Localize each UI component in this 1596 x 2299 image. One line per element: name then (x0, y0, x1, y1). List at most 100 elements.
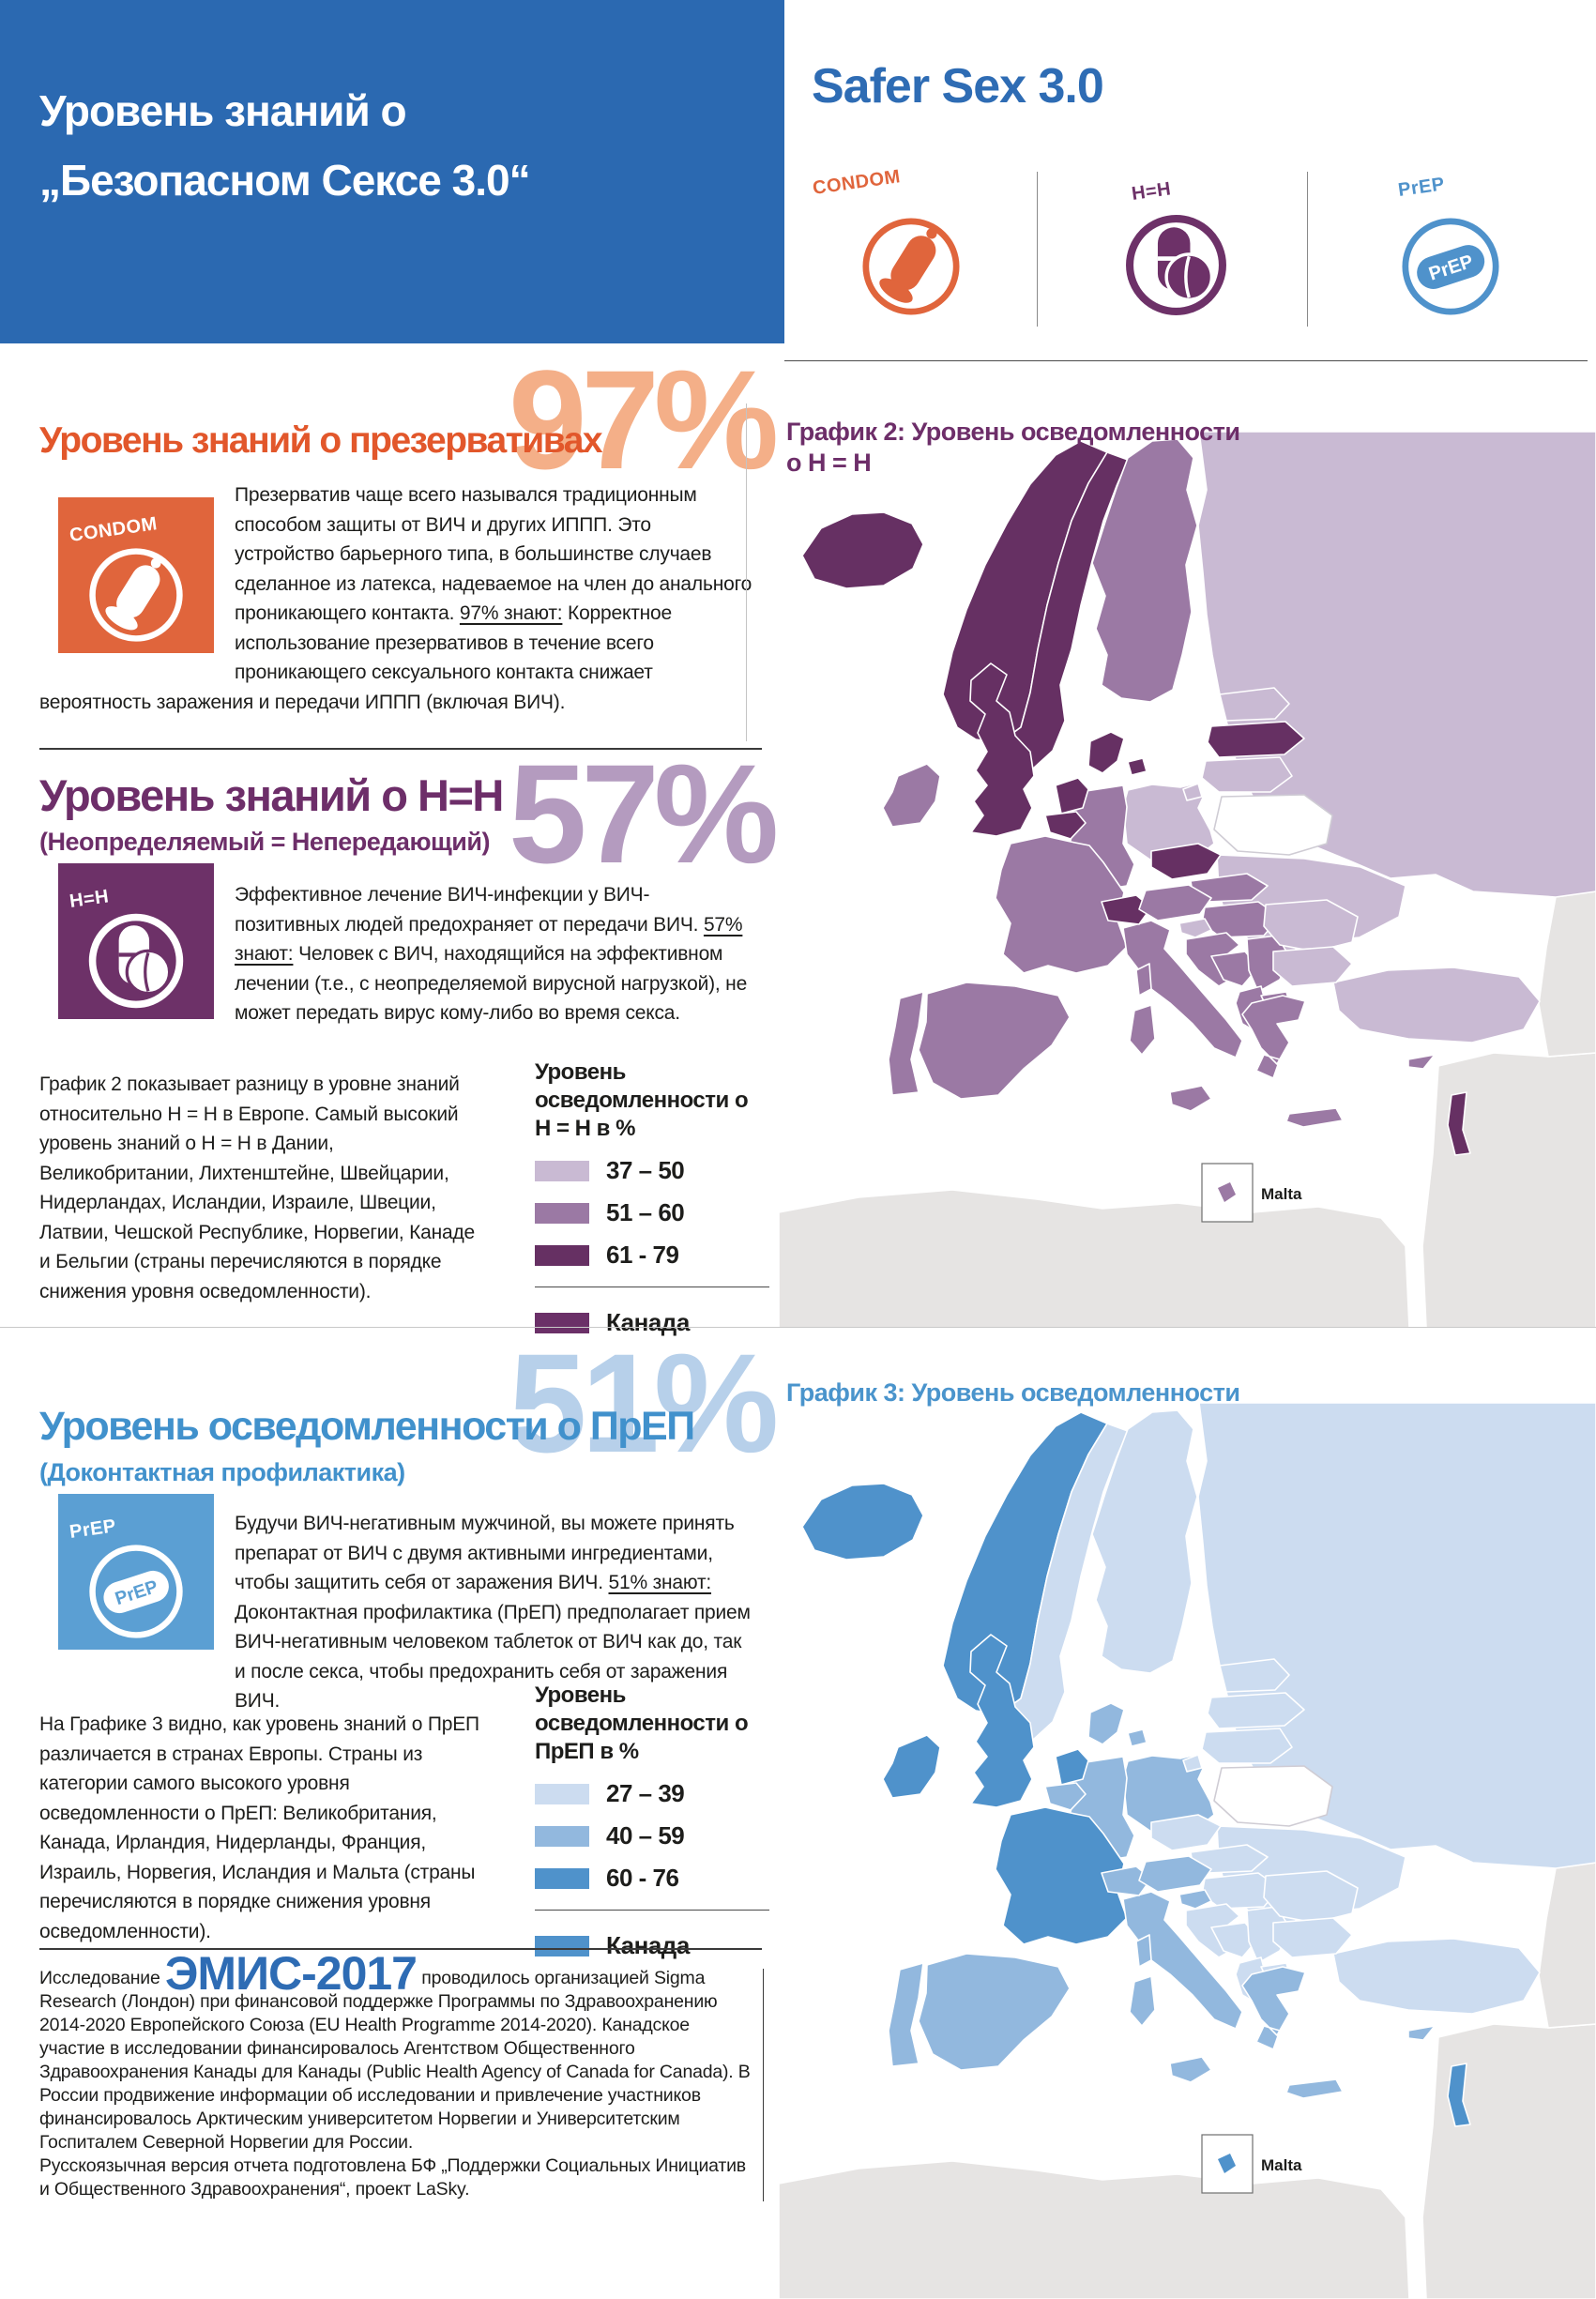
prep-map-legend: Уровень осведомленности о ПрЕП в % 27 – 39… (535, 1682, 769, 1960)
prep-percent: 51% (509, 1324, 779, 1482)
country-israel (1447, 1091, 1471, 1156)
prep-paragraph-2: На Графике 3 видно, как уровень знаний о… (39, 1713, 479, 1942)
country-israel (1447, 2063, 1471, 2127)
country-belgium (1044, 811, 1087, 840)
country-ireland (882, 763, 941, 828)
legend-title: Уровень осведомленности о (535, 1682, 749, 1736)
legend-label: 40 – 59 (606, 1821, 685, 1850)
footnote-pre: Исследование (39, 1968, 165, 1988)
region-outside-survey (779, 1189, 1410, 1328)
uu-text-pre: Эффективное лечение ВИЧ-инфекции у ВИЧ-п… (235, 884, 704, 936)
condom-icon-box: CONDOM (58, 497, 214, 653)
legend-reference-label: Канада (606, 1931, 690, 1959)
country-belarus (1213, 794, 1333, 856)
uu-percent: 57% (509, 735, 779, 892)
country-corsica (1135, 1934, 1152, 1968)
uu-heading: Уровень знаний о Н=Н (39, 770, 504, 820)
country-sardinia (1129, 1975, 1156, 2027)
country-portugal (888, 991, 924, 1096)
condom-label: CONDOM (811, 166, 903, 200)
condom-text-wrap-spacer (39, 480, 235, 664)
legend-title: Уровень осведомленности о (535, 1059, 749, 1113)
uu-text-underlined: 57% знают: (235, 913, 743, 966)
country-greece (1241, 1966, 1344, 2099)
prep-heading: Уровень осведомленности о ПрЕП (39, 1404, 695, 1449)
legend-divider (535, 1910, 769, 1911)
legend-swatch (535, 1783, 589, 1804)
region-outside-survey (1421, 1052, 1596, 1328)
country-ireland (882, 1734, 941, 1799)
malta-inset-label: Malta (1261, 1185, 1302, 1203)
page-title: Уровень знаний о „Безопасном Сексе 3.0“ (39, 77, 734, 215)
country-bosnia (1210, 951, 1259, 987)
country-poland (1122, 782, 1215, 865)
prep-text-underlined: 51% знают: (608, 1572, 712, 1593)
country-kaliningrad (1182, 1754, 1203, 1773)
condom-percent: 97% (509, 341, 779, 498)
country-estonia (1219, 687, 1290, 722)
footnote-post: проводилось организацией Sigma Research … (39, 1968, 751, 2153)
country-belgium (1044, 1782, 1087, 1811)
legend-item: 51 – 60 (535, 1198, 769, 1227)
legend-title-line2: ПрЕП в % (535, 1739, 639, 1764)
uu-paragraph-2: График 2 показывает разницу в уровне зна… (39, 1073, 476, 1302)
country-netherlands (1055, 777, 1089, 815)
country-malta (1218, 1182, 1236, 1202)
legend-reference-label: Канада (606, 1308, 690, 1336)
country-bulgaria (1272, 1917, 1353, 1958)
uu-map-title: График 2: Уровень осведомленности о Н = … (786, 417, 1240, 479)
legend-label: 27 – 39 (606, 1779, 685, 1807)
prep-box-icon: PrEP (85, 1541, 187, 1642)
prep-text-post: Доконтактная профилактика (ПрЕП) предпол… (235, 1601, 751, 1713)
icon-divider-2 (1307, 172, 1308, 327)
uu-text-post: Человек с ВИЧ, находящийся на эффективно… (235, 943, 748, 1024)
country-sicily (1169, 1085, 1212, 1112)
legend-swatch (535, 1867, 589, 1889)
uu-map-title-line2: о Н = Н (786, 449, 872, 477)
uu-paragraph: Эффективное лечение ВИЧ-инфекции у ВИЧ-п… (235, 880, 754, 1028)
country-cyprus (1407, 2025, 1436, 2041)
prep-icon-box: PrEP PrEP (58, 1494, 214, 1650)
uu-icon-box: Н=Н (58, 863, 214, 1019)
country-uk (969, 662, 1035, 837)
legend-reference-swatch (535, 1312, 589, 1333)
europe-map-svg: Malta (779, 1402, 1596, 2299)
legend-reference-item: Канада (535, 1308, 769, 1337)
legend-label: 51 – 60 (606, 1198, 685, 1226)
prep-map-title-line1: График 3: Уровень осведомленности (786, 1378, 1240, 1407)
uu-box-icon (85, 910, 187, 1012)
legend-item: 40 – 59 (535, 1821, 769, 1850)
pills-icon (1122, 211, 1230, 319)
country-slovenia (1178, 918, 1212, 938)
country-portugal (888, 1962, 924, 2067)
country-czechia (1150, 1814, 1222, 1851)
country-austria (1138, 1855, 1212, 1893)
prep-label: PrEP (1396, 174, 1447, 202)
condom-paragraph: Презерватив чаще всего назывался традици… (39, 480, 754, 717)
footnote-line2: Русскоязычная версия отчета подготовлена… (39, 2155, 746, 2200)
country-sardinia (1129, 1004, 1156, 1056)
uu-choropleth-map: Malta (779, 403, 1596, 1328)
country-switzerland (1101, 1865, 1152, 1896)
footnote: Исследование ЭМИС-2017 проводилось орган… (39, 1950, 752, 2201)
country-denmark (1087, 731, 1148, 776)
country-switzerland (1101, 894, 1152, 925)
country-turkey (1332, 1938, 1541, 2015)
region-outside-survey (1421, 2023, 1596, 2299)
condom-heading: Уровень знаний о презервативах (39, 420, 603, 461)
legend-item: 61 - 79 (535, 1241, 769, 1270)
europe-map-svg: Malta (779, 431, 1596, 1328)
uu-label: Н=Н (1130, 178, 1173, 206)
legend-label: 61 - 79 (606, 1241, 679, 1269)
country-netherlands (1055, 1748, 1089, 1786)
country-spain (918, 1953, 1071, 2071)
country-latvia (1207, 1692, 1305, 1729)
country-turkey (1332, 967, 1541, 1043)
country-iceland (801, 1483, 924, 1561)
legend-label: 60 - 76 (606, 1864, 679, 1892)
legend-item: 37 – 50 (535, 1156, 769, 1185)
country-slovenia (1178, 1889, 1212, 1910)
country-estonia (1219, 1658, 1290, 1693)
page-title-line2: „Безопасном Сексе 3.0“ (39, 155, 531, 205)
column-divider-top (746, 403, 747, 741)
